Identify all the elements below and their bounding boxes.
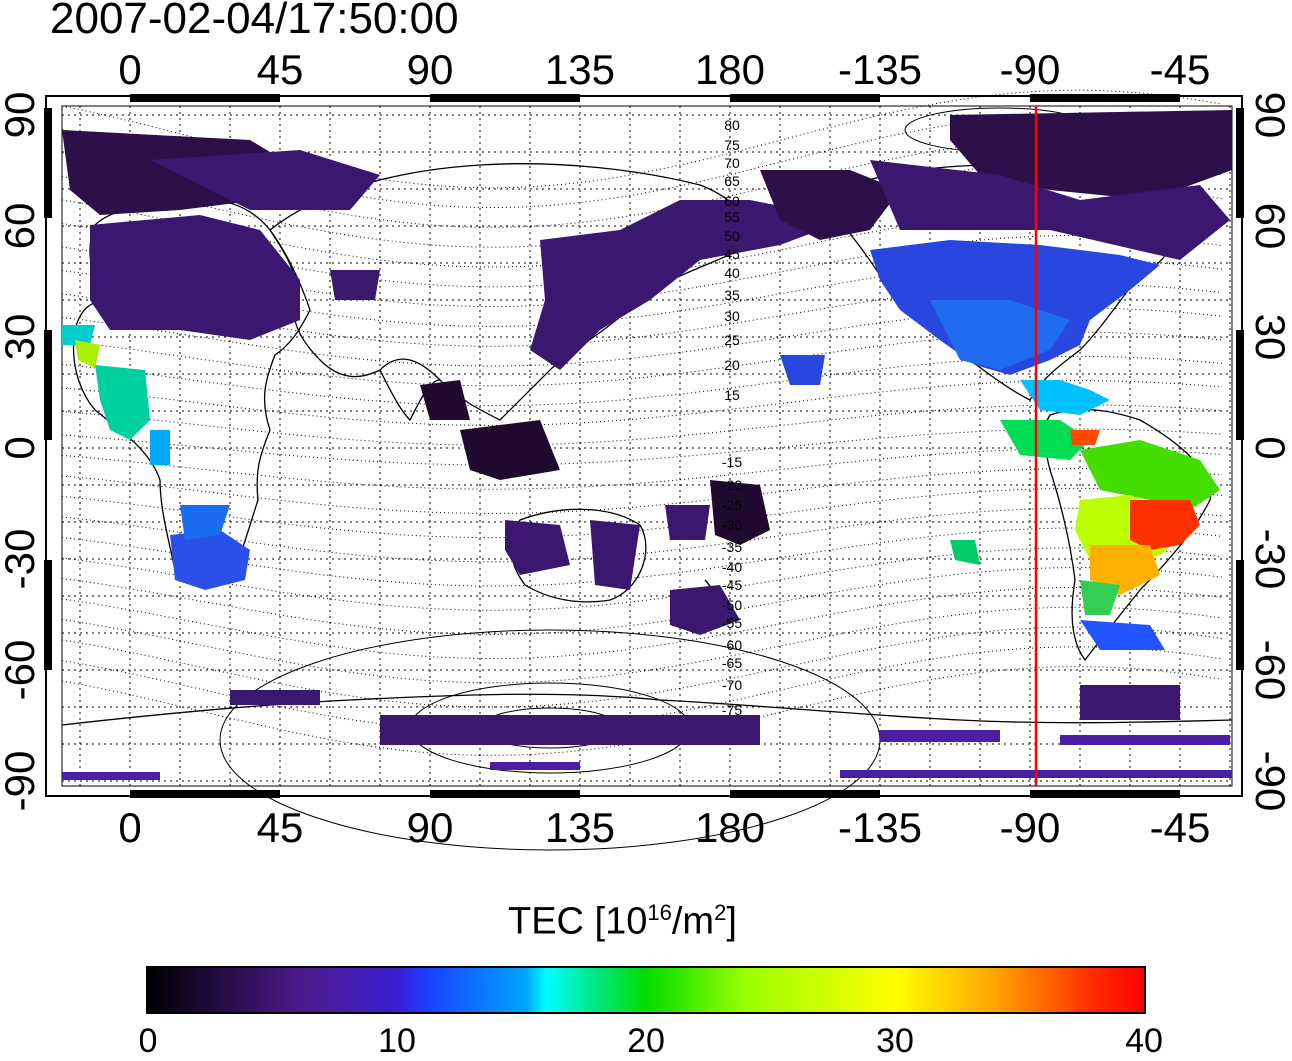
longitude-tick-label: -135 bbox=[838, 804, 922, 851]
contour-label: 45 bbox=[724, 246, 740, 262]
contour-label: -75 bbox=[722, 702, 742, 718]
contour-label: 60 bbox=[724, 193, 740, 209]
latitude-axis-right: 90 60 30 0 -30 -60 -90 bbox=[1247, 92, 1292, 812]
latitude-tick-label: 30 bbox=[0, 314, 43, 361]
latitude-tick-label: -90 bbox=[0, 751, 43, 812]
contour-label: 65 bbox=[724, 173, 740, 189]
contour-label: -20 bbox=[722, 477, 742, 493]
latitude-axis-left: 90 60 30 0 -30 -60 -90 bbox=[0, 92, 43, 812]
contour-label: 75 bbox=[724, 137, 740, 153]
contour-label: 20 bbox=[724, 357, 740, 373]
contour-label: -60 bbox=[722, 637, 742, 653]
contour-label: -50 bbox=[722, 597, 742, 613]
longitude-tick-label: 0 bbox=[118, 804, 141, 851]
contour-label: -25 bbox=[722, 497, 742, 513]
latitude-tick-label: 60 bbox=[1247, 203, 1292, 250]
latitude-tick-label: -90 bbox=[1247, 751, 1292, 812]
contour-label: -40 bbox=[722, 559, 742, 575]
contour-label: 70 bbox=[724, 155, 740, 171]
longitude-tick-label: 180 bbox=[695, 804, 765, 851]
contour-label: 15 bbox=[724, 387, 740, 403]
colorbar-tick-label: 30 bbox=[876, 1022, 914, 1061]
colorbar-tick-label: 40 bbox=[1125, 1022, 1163, 1061]
latitude-tick-label: 60 bbox=[0, 203, 43, 250]
latitude-tick-label: 0 bbox=[1247, 436, 1292, 459]
latitude-tick-label: -30 bbox=[1247, 529, 1292, 590]
tec-colorbar bbox=[146, 966, 1146, 1014]
contour-label: -55 bbox=[722, 615, 742, 631]
longitude-tick-label: 45 bbox=[257, 46, 304, 93]
latitude-tick-label: 90 bbox=[1247, 92, 1292, 139]
latitude-tick-label: -30 bbox=[0, 529, 43, 590]
longitude-tick-label: 90 bbox=[407, 46, 454, 93]
contour-label: -65 bbox=[722, 655, 742, 671]
longitude-tick-label: -90 bbox=[1000, 804, 1061, 851]
latitude-tick-label: -60 bbox=[1247, 640, 1292, 701]
longitude-tick-label: -45 bbox=[1150, 46, 1211, 93]
contour-label: -30 bbox=[722, 517, 742, 533]
colorbar-title: TEC [1016/m2] bbox=[508, 900, 737, 944]
contour-label: -70 bbox=[722, 677, 742, 693]
longitude-tick-label: 180 bbox=[695, 46, 765, 93]
longitude-tick-label: -45 bbox=[1150, 804, 1211, 851]
latitude-tick-label: 90 bbox=[0, 92, 43, 139]
longitude-tick-label: 0 bbox=[118, 46, 141, 93]
contour-label: -45 bbox=[722, 577, 742, 593]
colorbar-tick-label: 20 bbox=[627, 1022, 665, 1061]
latitude-tick-label: 0 bbox=[0, 436, 43, 459]
colorbar-tick-label: 10 bbox=[378, 1022, 416, 1061]
contour-label: 40 bbox=[724, 265, 740, 281]
contour-label: 30 bbox=[724, 308, 740, 324]
longitude-axis-top: 0 45 90 135 180 -135 -90 -45 bbox=[118, 46, 1210, 93]
longitude-tick-label: 90 bbox=[407, 804, 454, 851]
colorbar-tick-label: 0 bbox=[139, 1022, 158, 1061]
latitude-tick-label: -60 bbox=[0, 640, 43, 701]
contour-label: -15 bbox=[722, 454, 742, 470]
contour-label: 80 bbox=[724, 117, 740, 133]
longitude-axis-bottom: 0 45 90 135 180 -135 -90 -45 bbox=[118, 804, 1210, 851]
longitude-tick-label: -90 bbox=[1000, 46, 1061, 93]
contour-label: -35 bbox=[722, 539, 742, 555]
longitude-tick-label: -135 bbox=[838, 46, 922, 93]
longitude-tick-label: 135 bbox=[545, 46, 615, 93]
longitude-tick-label: 45 bbox=[257, 804, 304, 851]
longitude-tick-label: 135 bbox=[545, 804, 615, 851]
contour-label: 50 bbox=[724, 228, 740, 244]
contour-label: 35 bbox=[724, 287, 740, 303]
latitude-tick-label: 30 bbox=[1247, 314, 1292, 361]
contour-label: 25 bbox=[724, 332, 740, 348]
contour-label: 55 bbox=[724, 209, 740, 225]
